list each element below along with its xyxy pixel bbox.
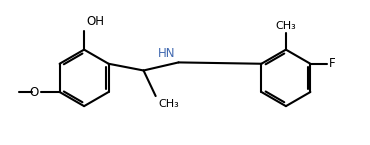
Text: OH: OH xyxy=(87,15,105,28)
Text: CH₃: CH₃ xyxy=(158,99,179,109)
Text: HN: HN xyxy=(158,47,176,60)
Text: CH₃: CH₃ xyxy=(276,21,296,31)
Text: F: F xyxy=(329,57,336,70)
Text: O: O xyxy=(30,86,39,98)
